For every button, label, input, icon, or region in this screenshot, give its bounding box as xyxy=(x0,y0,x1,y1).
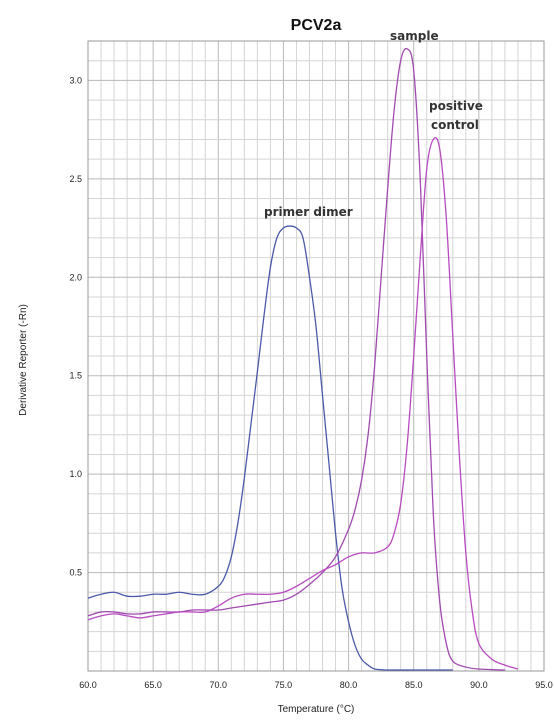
plot-frame xyxy=(87,40,545,672)
x-tick-label: 85.0 xyxy=(405,680,423,690)
y-tick-label: 2.5 xyxy=(69,174,82,184)
x-axis-label: Temperature (°C) xyxy=(278,704,355,715)
x-tick-label: 65.0 xyxy=(144,680,162,690)
x-tick-label: 70.0 xyxy=(210,680,228,690)
y-tick-label: 1.5 xyxy=(69,371,82,381)
y-axis-label: Derivative Reporter (-Rn) xyxy=(18,304,29,416)
series-lines xyxy=(87,47,519,671)
grid xyxy=(88,41,544,671)
series-line-3 xyxy=(87,137,519,670)
chart-title: PCV2a xyxy=(291,17,342,34)
annotation-sample: sample xyxy=(390,29,439,43)
series-line-1 xyxy=(87,225,453,671)
y-tick-label: 3.0 xyxy=(69,75,82,85)
annotation-primer-dimer: primer dimer xyxy=(264,205,353,219)
y-tick-label: 2.0 xyxy=(69,272,82,282)
annotation-control: control xyxy=(431,118,479,132)
tick-labels: 60.0 65.0 70.0 75.0 80.0 85.0 90.0 95.0 0.5 1.0 1.… xyxy=(69,75,552,690)
x-tick-label: 75.0 xyxy=(275,680,293,690)
annotation-positive: positive xyxy=(429,99,483,113)
x-tick-label: 90.0 xyxy=(470,680,488,690)
x-tick-label: 60.0 xyxy=(79,680,97,690)
y-tick-label: 0.5 xyxy=(69,568,82,578)
y-tick-label: 1.0 xyxy=(69,469,82,479)
x-tick-label: 95.0 xyxy=(535,680,553,690)
x-tick-label: 80.0 xyxy=(340,680,358,690)
